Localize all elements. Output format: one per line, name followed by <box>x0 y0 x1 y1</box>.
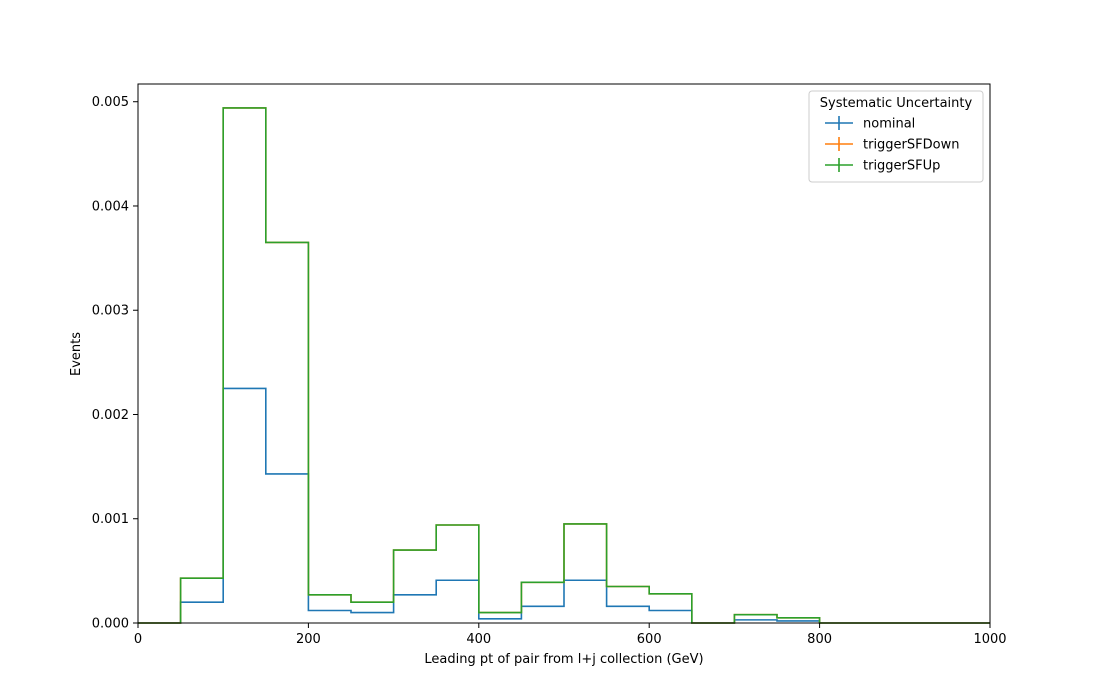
legend-label: triggerSFUp <box>863 159 940 174</box>
legend-item-triggerSFUp: triggerSFUp <box>825 158 940 174</box>
series-line-triggerSFUp <box>138 107 990 624</box>
legend: Systematic Uncertainty nominal triggerSFDo… <box>808 90 984 183</box>
x-tick-label: 1000 <box>973 632 1006 647</box>
x-tick-label: 0 <box>134 632 142 647</box>
y-tick-label: 0.005 <box>92 95 129 110</box>
legend-label: triggerSFDown <box>863 138 959 153</box>
legend-item-triggerSFDown: triggerSFDown <box>825 137 959 153</box>
y-axis-label: Events <box>69 332 84 376</box>
y-tick-label: 0.004 <box>92 199 129 214</box>
x-tick-label: 600 <box>637 632 662 647</box>
y-axis: 0.000 0.001 0.002 0.003 0.004 0.005 <box>92 95 138 632</box>
series-layer <box>138 107 990 624</box>
x-axis: 0 200 400 600 800 1000 <box>134 623 1007 647</box>
x-tick-label: 400 <box>466 632 491 647</box>
plot-frame <box>137 83 991 624</box>
y-tick-label: 0.003 <box>92 304 129 319</box>
y-tick-label: 0.000 <box>92 617 129 632</box>
legend-label: nominal <box>863 117 915 132</box>
x-tick-label: 200 <box>296 632 321 647</box>
legend-item-nominal: nominal <box>825 116 915 132</box>
y-tick-label: 0.001 <box>92 512 129 527</box>
legend-title: Systematic Uncertainty <box>820 96 973 111</box>
y-tick-label: 0.002 <box>92 408 129 423</box>
legend-box <box>808 90 984 183</box>
x-tick-label: 800 <box>807 632 832 647</box>
x-axis-label: Leading pt of pair from l+j collection (… <box>424 652 703 667</box>
